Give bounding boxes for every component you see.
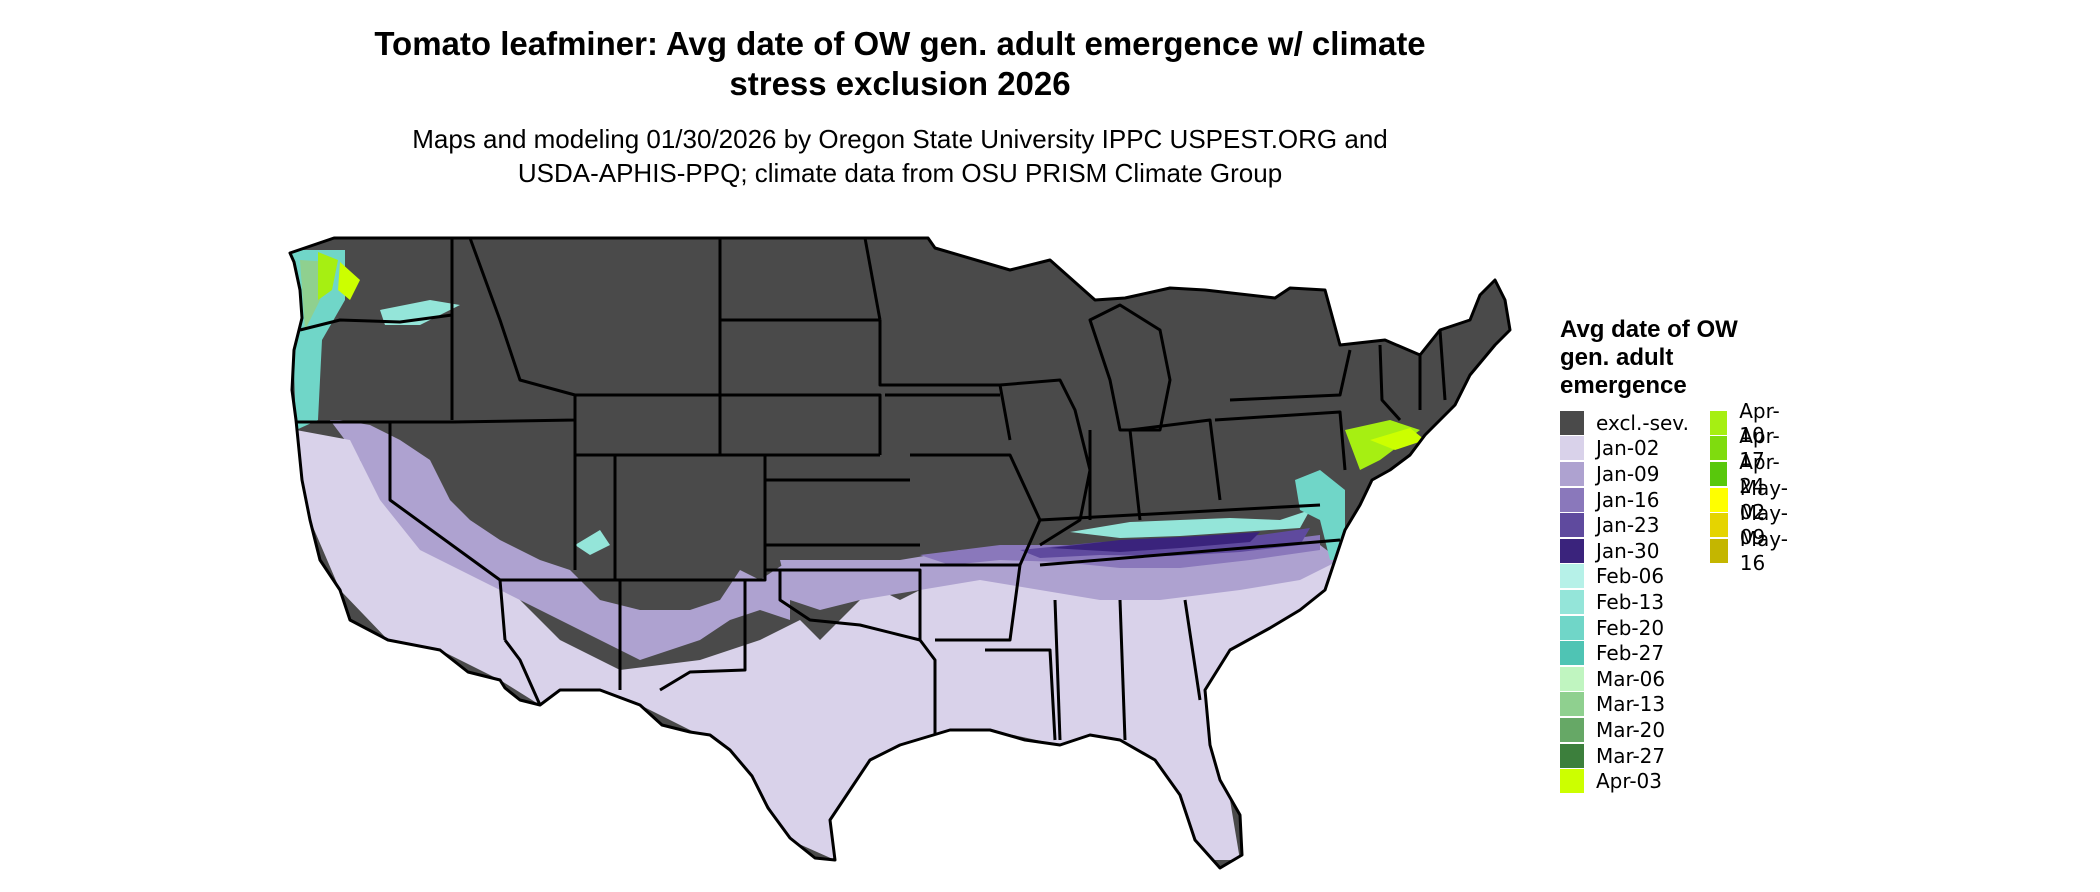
legend-item: Jan-16 [1560,487,1660,513]
title-line-1: Tomato leafminer: Avg date of OW gen. ad… [374,25,1426,62]
legend-label: May-09 [1739,501,1788,550]
legend-item: Apr-03 [1560,768,1662,794]
legend-swatch [1560,538,1584,563]
legend-item: May-16 [1710,527,1794,575]
legend-item: Feb-20 [1560,615,1664,641]
legend-swatch [1710,410,1728,435]
title-line-2: stress exclusion 2026 [729,65,1071,102]
legend-label: Feb-27 [1596,641,1665,666]
legend-label: May-02 [1739,475,1788,524]
legend-label: Jan-30 [1596,538,1660,563]
legend-item: May-02 [1710,476,1794,524]
legend-swatch [1560,589,1584,614]
legend-label: Apr-03 [1596,769,1662,794]
legend-item: Mar-06 [1560,666,1665,692]
legend-item: Feb-27 [1560,640,1664,666]
legend-label: Jan-23 [1596,513,1660,538]
legend-label: Jan-09 [1596,461,1660,486]
map-title: Tomato leafminer: Avg date of OW gen. ad… [300,24,1500,104]
legend-swatch [1560,461,1584,486]
legend-swatch [1560,743,1584,768]
legend-item: Mar-27 [1560,743,1665,769]
legend-swatch [1710,436,1728,461]
legend-label: May-16 [1739,526,1788,575]
legend-label: Jan-16 [1596,487,1660,512]
legend-label: Feb-13 [1596,589,1665,614]
legend-swatch [1560,692,1584,717]
legend-label: Mar-06 [1596,666,1666,691]
legend-label: Mar-13 [1596,692,1666,717]
legend-swatch [1560,641,1584,666]
map-subtitle: Maps and modeling 01/30/2026 by Oregon S… [300,122,1500,190]
legend-label: Feb-06 [1596,564,1665,589]
legend-label: Jan-02 [1596,436,1660,461]
legend-swatch [1560,666,1584,691]
legend-title: Avg date of OW gen. adult emergence [1560,316,1738,399]
legend-item: Apr-24 [1710,450,1787,498]
legend-swatch [1710,461,1728,486]
legend-label: Mar-27 [1596,743,1666,768]
legend-item: Jan-23 [1560,512,1660,538]
legend-swatch [1560,436,1584,461]
legend-item: Apr-10 [1710,399,1787,447]
legend-swatch [1710,513,1728,538]
legend-label: Mar-20 [1596,717,1666,742]
legend-item: Jan-09 [1560,461,1660,487]
legend-item: Feb-13 [1560,589,1664,615]
legend-swatch [1560,487,1584,512]
legend-item: Jan-30 [1560,538,1660,564]
legend-swatch [1560,513,1584,538]
legend-label: Apr-10 [1739,398,1780,447]
legend-item: Mar-13 [1560,692,1665,718]
legend-swatch [1560,615,1584,640]
legend-item: May-09 [1710,501,1794,549]
legend-item: Mar-20 [1560,717,1665,743]
legend-swatch [1710,538,1728,563]
subtitle-line-1: Maps and modeling 01/30/2026 by Oregon S… [412,124,1388,154]
legend-swatch [1560,717,1584,742]
legend-swatch [1560,769,1584,794]
subtitle-line-2: USDA-APHIS-PPQ; climate data from OSU PR… [517,158,1283,188]
legend-label: Feb-20 [1596,615,1665,640]
legend-item: Feb-06 [1560,564,1664,590]
legend-item: excl.-sev. [1560,410,1689,436]
legend-label: Apr-17 [1739,424,1780,473]
legend-item: Jan-02 [1560,436,1660,462]
legend-swatch [1560,410,1584,435]
legend-label: Apr-24 [1739,449,1780,498]
legend-swatch [1560,564,1584,589]
legend-swatch [1710,487,1728,512]
legend-label: excl.-sev. [1596,410,1689,435]
legend: Avg date of OW gen. adult emergence excl… [1560,316,1788,794]
legend-item: Apr-17 [1710,424,1787,472]
